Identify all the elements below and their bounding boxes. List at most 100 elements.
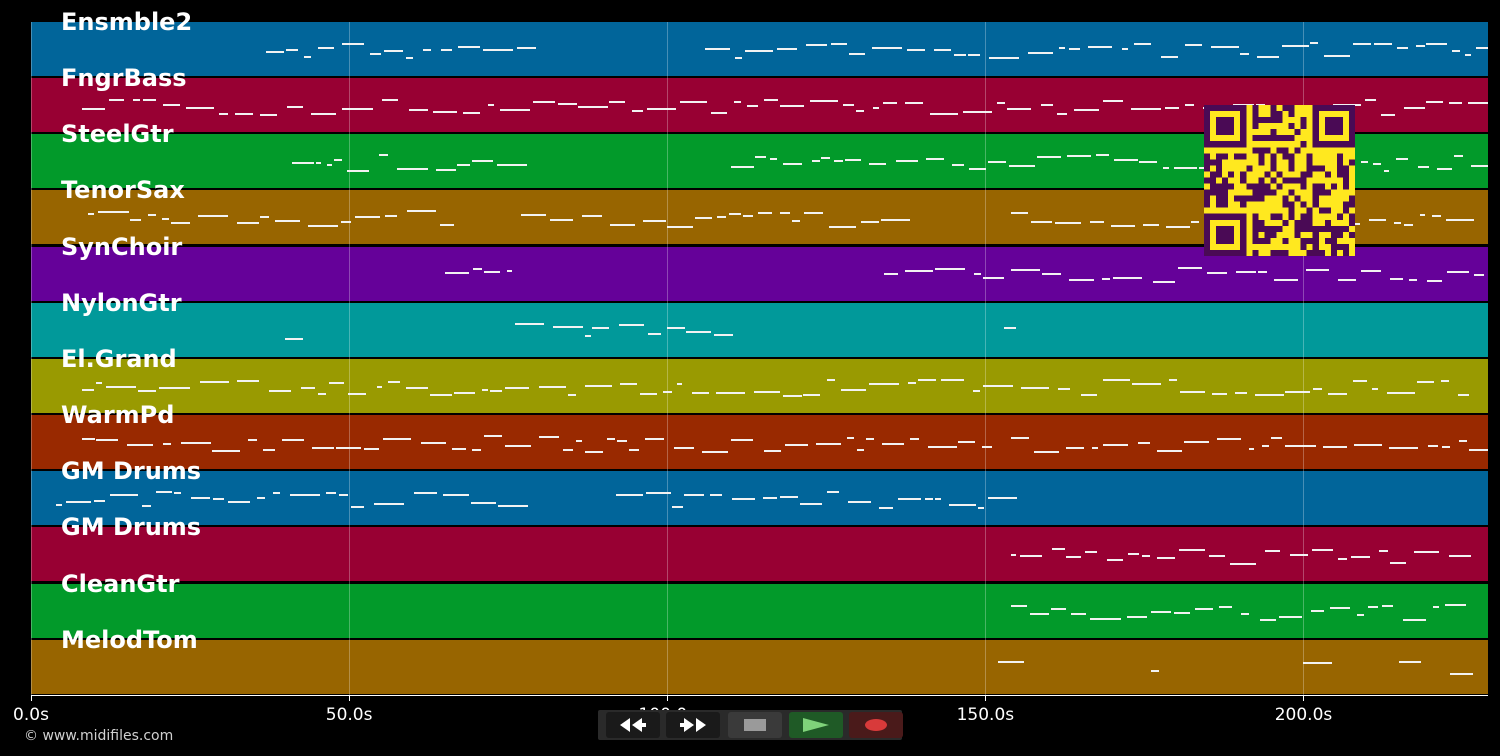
midi-note — [1305, 268, 1329, 271]
midi-note — [1127, 552, 1139, 555]
midi-note — [336, 447, 362, 450]
record-icon — [865, 719, 887, 731]
midi-note — [1372, 162, 1381, 165]
track-lane[interactable] — [31, 302, 1488, 357]
midi-note — [430, 393, 453, 396]
note-layer — [31, 471, 1488, 525]
midi-note — [957, 440, 976, 443]
midi-note — [1270, 436, 1282, 439]
midi-note — [1057, 112, 1067, 115]
midi-note — [1089, 220, 1105, 223]
midi-note — [1458, 439, 1467, 442]
midi-note — [1322, 445, 1348, 448]
midi-note — [780, 495, 799, 498]
fast-forward-button[interactable] — [666, 712, 720, 738]
midi-note — [856, 449, 864, 452]
track-lane[interactable] — [31, 471, 1488, 526]
midi-note — [369, 52, 382, 55]
record-button[interactable] — [849, 712, 903, 738]
track-lane[interactable] — [31, 639, 1488, 694]
midi-note — [1323, 55, 1351, 58]
midi-note — [342, 108, 373, 111]
midi-note — [286, 49, 298, 52]
midi-note — [967, 54, 980, 57]
midi-note — [745, 49, 774, 52]
midi-note — [1230, 563, 1257, 566]
midi-note — [792, 219, 801, 222]
midi-note — [983, 276, 1004, 279]
axis-tick-label: 50.0s — [325, 705, 373, 725]
midi-note — [414, 491, 438, 494]
midi-note — [848, 52, 865, 55]
track-label: TenorSax — [61, 176, 185, 205]
midi-note — [1372, 388, 1379, 391]
midi-note — [326, 492, 337, 495]
midi-note — [1398, 661, 1421, 664]
midi-note — [1380, 113, 1395, 116]
midi-note — [1416, 44, 1426, 47]
midi-note — [691, 392, 710, 394]
midi-note — [1352, 42, 1371, 45]
midi-note — [234, 112, 253, 115]
midi-note — [1361, 269, 1381, 272]
midi-note — [1101, 278, 1110, 281]
midi-note — [436, 168, 456, 171]
midi-note — [441, 48, 452, 51]
midi-note — [940, 379, 964, 382]
midi-note — [549, 219, 574, 222]
track-lane[interactable] — [31, 415, 1488, 470]
midi-note — [422, 49, 432, 52]
midi-note — [1432, 215, 1441, 218]
midi-note — [667, 226, 693, 229]
midi-note — [1254, 394, 1284, 397]
midi-note — [1190, 220, 1199, 223]
midi-note — [1102, 443, 1129, 446]
midi-note — [763, 496, 777, 499]
midi-note — [673, 447, 694, 450]
midi-note — [191, 497, 210, 500]
track-label: NylonGtr — [61, 288, 182, 317]
midi-note — [1447, 270, 1469, 273]
note-layer — [31, 247, 1488, 301]
midi-note — [1378, 549, 1388, 552]
midi-note — [163, 104, 180, 107]
fast-forward-icon — [680, 718, 706, 732]
midi-note — [132, 99, 141, 102]
midi-note — [1065, 446, 1084, 449]
midi-note — [1234, 391, 1247, 394]
midi-note — [212, 449, 240, 452]
midi-note — [1157, 557, 1176, 560]
midi-note — [584, 335, 591, 338]
qr-code — [1204, 105, 1355, 256]
midi-note — [1426, 100, 1444, 103]
midi-note — [440, 223, 454, 226]
midi-note — [805, 44, 828, 47]
midi-note — [1096, 154, 1109, 157]
track-lane[interactable] — [31, 527, 1488, 582]
midi-note — [1312, 548, 1334, 551]
track-lane[interactable] — [31, 583, 1488, 638]
midi-note — [584, 450, 604, 453]
midi-note — [562, 448, 573, 451]
midi-note — [262, 449, 275, 452]
midi-note — [81, 108, 106, 111]
midi-note — [180, 442, 212, 445]
midi-note — [1179, 390, 1205, 393]
midi-note — [1010, 211, 1029, 214]
midi-note — [273, 492, 281, 495]
midi-note — [1353, 443, 1383, 446]
midi-note — [1216, 437, 1241, 440]
play-button[interactable] — [789, 712, 843, 738]
midi-note — [645, 492, 671, 495]
midi-note — [442, 494, 469, 497]
midi-note — [1010, 269, 1040, 272]
stop-button[interactable] — [728, 712, 782, 738]
midi-note — [1390, 277, 1403, 280]
track-lane[interactable] — [31, 358, 1488, 413]
midi-note — [1084, 551, 1098, 554]
midi-note — [127, 444, 154, 447]
midi-note — [829, 225, 857, 228]
track-lane[interactable] — [31, 22, 1488, 76]
midi-note — [1169, 379, 1178, 382]
rewind-button[interactable] — [606, 712, 660, 738]
